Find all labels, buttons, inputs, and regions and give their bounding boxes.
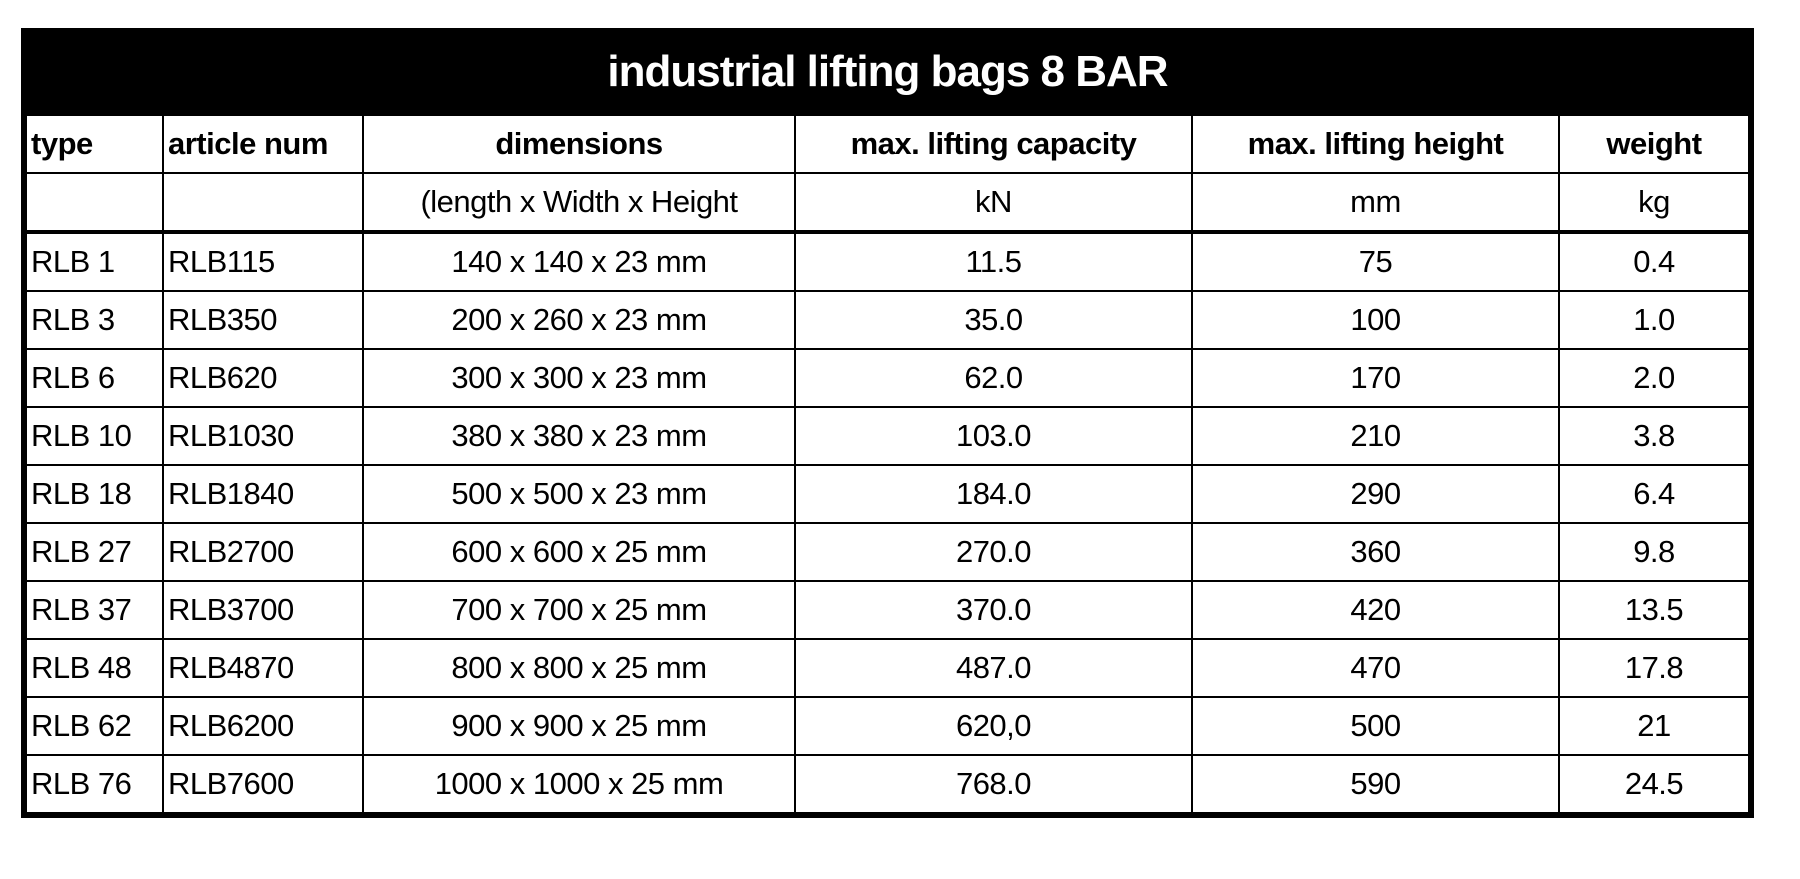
header-max-lifting-height: max. lifting height <box>1191 114 1560 174</box>
unit-article-number <box>162 172 364 234</box>
header-article-number: article num <box>162 114 364 174</box>
cell-max-lifting-height: 360 <box>1191 522 1560 582</box>
cell-max-lifting-capacity: 270.0 <box>794 522 1193 582</box>
table-row: RLB 1 RLB115 140 x 140 x 23 mm 11.5 75 0.4 <box>25 231 1750 292</box>
cell-article-number: RLB1030 <box>162 406 364 466</box>
cell-type: RLB 37 <box>25 580 164 640</box>
cell-dimensions: 900 x 900 x 25 mm <box>362 696 796 756</box>
unit-weight: kg <box>1558 172 1750 234</box>
cell-type: RLB 62 <box>25 696 164 756</box>
cell-dimensions: 500 x 500 x 23 mm <box>362 464 796 524</box>
cell-type: RLB 3 <box>25 290 164 350</box>
cell-weight: 9.8 <box>1558 522 1750 582</box>
cell-weight: 2.0 <box>1558 348 1750 408</box>
cell-max-lifting-capacity: 11.5 <box>794 231 1193 292</box>
cell-max-lifting-capacity: 62.0 <box>794 348 1193 408</box>
table-row: RLB 48 RLB4870 800 x 800 x 25 mm 487.0 470 17… <box>25 638 1750 698</box>
cell-max-lifting-capacity: 103.0 <box>794 406 1193 466</box>
cell-dimensions: 1000 x 1000 x 25 mm <box>362 754 796 814</box>
cell-article-number: RLB350 <box>162 290 364 350</box>
cell-dimensions: 140 x 140 x 23 mm <box>362 231 796 292</box>
table-row: RLB 62 RLB6200 900 x 900 x 25 mm 620,0 500 21 <box>25 696 1750 756</box>
header-type: type <box>25 114 164 174</box>
cell-type: RLB 1 <box>25 231 164 292</box>
cell-max-lifting-height: 290 <box>1191 464 1560 524</box>
cell-dimensions: 380 x 380 x 23 mm <box>362 406 796 466</box>
cell-max-lifting-height: 590 <box>1191 754 1560 814</box>
cell-max-lifting-height: 100 <box>1191 290 1560 350</box>
table-row: RLB 37 RLB3700 700 x 700 x 25 mm 370.0 420 13… <box>25 580 1750 640</box>
cell-max-lifting-height: 75 <box>1191 231 1560 292</box>
table-title: industrial lifting bags 8 BAR <box>25 32 1750 114</box>
table-row: RLB 10 RLB1030 380 x 380 x 23 mm 103.0 210 3.… <box>25 406 1750 466</box>
units-row: (length x Width x Height kN mm kg <box>25 172 1750 234</box>
cell-dimensions: 300 x 300 x 23 mm <box>362 348 796 408</box>
cell-weight: 21 <box>1558 696 1750 756</box>
unit-dimensions: (length x Width x Height <box>362 172 796 234</box>
spec-table: type article num dimensions max. lifting ca… <box>25 114 1750 814</box>
cell-article-number: RLB620 <box>162 348 364 408</box>
table-row: RLB 18 RLB1840 500 x 500 x 23 mm 184.0 290 6.… <box>25 464 1750 524</box>
cell-article-number: RLB4870 <box>162 638 364 698</box>
cell-weight: 13.5 <box>1558 580 1750 640</box>
cell-max-lifting-height: 500 <box>1191 696 1560 756</box>
cell-type: RLB 6 <box>25 348 164 408</box>
cell-article-number: RLB1840 <box>162 464 364 524</box>
cell-dimensions: 200 x 260 x 23 mm <box>362 290 796 350</box>
cell-max-lifting-capacity: 370.0 <box>794 580 1193 640</box>
cell-max-lifting-height: 210 <box>1191 406 1560 466</box>
cell-max-lifting-height: 420 <box>1191 580 1560 640</box>
cell-max-lifting-capacity: 35.0 <box>794 290 1193 350</box>
cell-type: RLB 10 <box>25 406 164 466</box>
spec-table-container: industrial lifting bags 8 BAR type articl… <box>21 28 1754 818</box>
cell-max-lifting-capacity: 487.0 <box>794 638 1193 698</box>
table-row: RLB 6 RLB620 300 x 300 x 23 mm 62.0 170 2.0 <box>25 348 1750 408</box>
cell-dimensions: 800 x 800 x 25 mm <box>362 638 796 698</box>
cell-weight: 24.5 <box>1558 754 1750 814</box>
cell-article-number: RLB6200 <box>162 696 364 756</box>
cell-weight: 1.0 <box>1558 290 1750 350</box>
cell-article-number: RLB3700 <box>162 580 364 640</box>
cell-weight: 3.8 <box>1558 406 1750 466</box>
cell-max-lifting-height: 170 <box>1191 348 1560 408</box>
cell-article-number: RLB7600 <box>162 754 364 814</box>
cell-type: RLB 76 <box>25 754 164 814</box>
table-row: RLB 27 RLB2700 600 x 600 x 25 mm 270.0 360 9.… <box>25 522 1750 582</box>
cell-max-lifting-capacity: 184.0 <box>794 464 1193 524</box>
cell-dimensions: 700 x 700 x 25 mm <box>362 580 796 640</box>
header-dimensions: dimensions <box>362 114 796 174</box>
cell-max-lifting-capacity: 768.0 <box>794 754 1193 814</box>
unit-type <box>25 172 164 234</box>
cell-type: RLB 18 <box>25 464 164 524</box>
table-row: RLB 76 RLB7600 1000 x 1000 x 25 mm 768.0 590… <box>25 754 1750 814</box>
cell-max-lifting-capacity: 620,0 <box>794 696 1193 756</box>
cell-type: RLB 27 <box>25 522 164 582</box>
header-weight: weight <box>1558 114 1750 174</box>
cell-dimensions: 600 x 600 x 25 mm <box>362 522 796 582</box>
cell-max-lifting-height: 470 <box>1191 638 1560 698</box>
cell-article-number: RLB2700 <box>162 522 364 582</box>
table-row: RLB 3 RLB350 200 x 260 x 23 mm 35.0 100 1.0 <box>25 290 1750 350</box>
unit-max-lifting-height: mm <box>1191 172 1560 234</box>
header-row: type article num dimensions max. lifting ca… <box>25 114 1750 174</box>
cell-weight: 17.8 <box>1558 638 1750 698</box>
cell-type: RLB 48 <box>25 638 164 698</box>
cell-weight: 0.4 <box>1558 231 1750 292</box>
cell-weight: 6.4 <box>1558 464 1750 524</box>
cell-article-number: RLB115 <box>162 231 364 292</box>
unit-max-lifting-capacity: kN <box>794 172 1193 234</box>
header-max-lifting-capacity: max. lifting capacity <box>794 114 1193 174</box>
